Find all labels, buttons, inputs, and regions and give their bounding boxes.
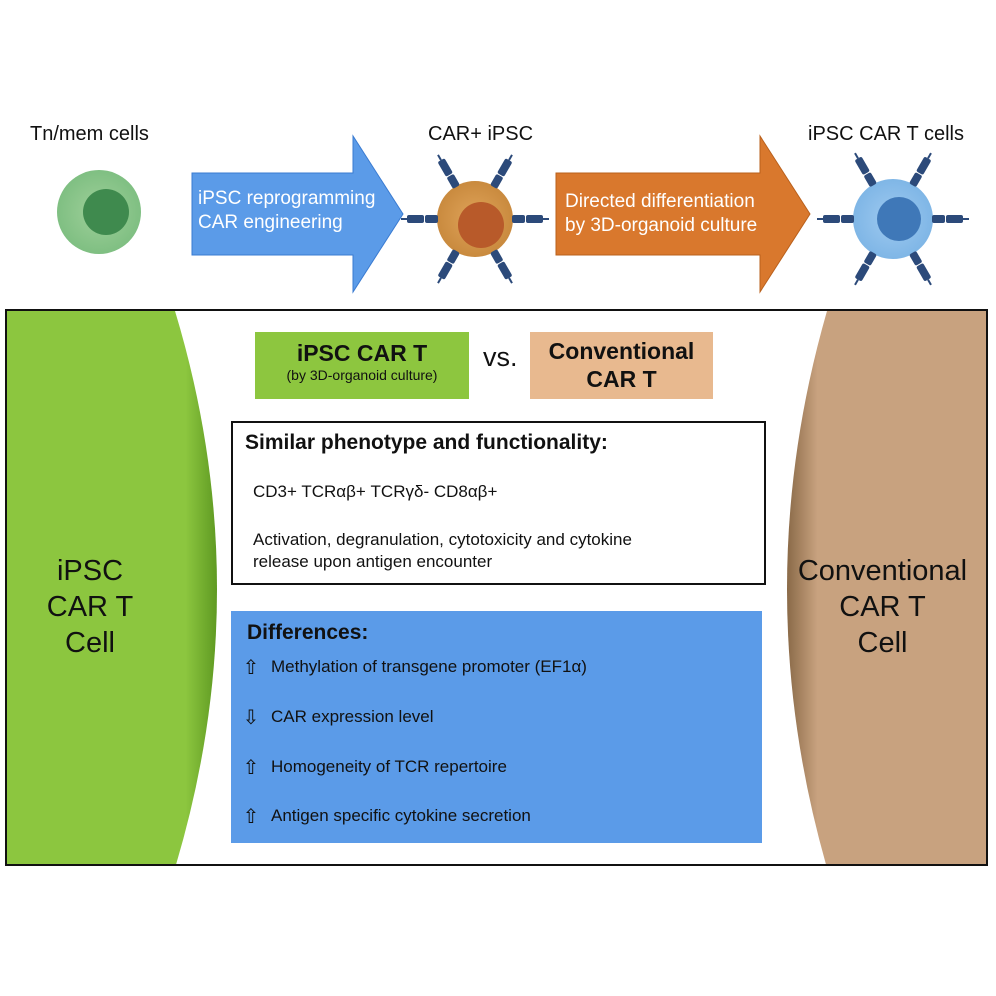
- panel-side-shapes: [7, 311, 986, 864]
- side-left-line-1: iPSC: [56, 555, 124, 587]
- reprogramming-line-1: iPSC reprogramming: [198, 188, 376, 209]
- ipsc-car-t-legend-title: iPSC CAR T: [296, 340, 428, 366]
- difference-text: CAR expression level: [271, 707, 434, 726]
- side-right-line-2: CAR T: [839, 591, 926, 623]
- similar-phenotype-box: Similar phenotype and functionality: CD3…: [231, 421, 766, 585]
- functionality-line-1: Activation, degranulation, cytotoxicity …: [253, 530, 632, 549]
- conventional-legend-line-2: CAR T: [586, 366, 657, 392]
- side-right-line-1: Conventional: [797, 555, 968, 587]
- difference-text: Methylation of transgene promoter (EF1α): [271, 657, 587, 676]
- difference-item: ⇧ Antigen specific cytokine secretion: [231, 804, 531, 828]
- up-arrow-icon: ⇧: [242, 655, 260, 679]
- difference-item: ⇧ Homogeneity of TCR repertoire: [231, 755, 507, 779]
- differentiation-arrow: [555, 134, 811, 294]
- comparison-panel: [5, 309, 988, 866]
- vs-label: vs.: [483, 342, 518, 372]
- ipsc-car-t-legend: iPSC CAR T (by 3D-organoid culture): [255, 332, 469, 399]
- similar-title: Similar phenotype and functionality:: [245, 431, 608, 454]
- ipsc-car-t-cell-icon: [816, 150, 970, 288]
- functionality-line-2: release upon antigen encounter: [253, 552, 493, 571]
- conventional-car-t-side-label: Conventional CAR T Cell: [790, 553, 975, 661]
- side-left-line-3: Cell: [65, 627, 115, 659]
- differentiation-line-1: Directed differentiation: [565, 191, 755, 212]
- functionality-text: Activation, degranulation, cytotoxicity …: [253, 529, 632, 573]
- difference-text: Homogeneity of TCR repertoire: [271, 757, 507, 776]
- ipsc-car-t-side-label: iPSC CAR T Cell: [25, 553, 155, 661]
- phenotype-markers: CD3+ TCRαβ+ TCRγδ- CD8αβ+: [253, 482, 498, 501]
- differentiation-arrow-text: Directed differentiation by 3D-organoid …: [565, 190, 757, 238]
- tn-mem-cell-icon: [57, 170, 141, 254]
- ipsc-car-t-cells-label: iPSC CAR T cells: [808, 123, 964, 145]
- conventional-legend-line-1: Conventional: [548, 338, 695, 364]
- difference-item: ⇩ CAR expression level: [231, 705, 434, 729]
- ipsc-cell-shape: [7, 311, 217, 864]
- conventional-car-t-legend: Conventional CAR T: [530, 332, 713, 399]
- car-ipsc-label: CAR+ iPSC: [428, 123, 534, 145]
- differences-title: Differences:: [247, 621, 369, 644]
- car-ipsc-cell-icon: [400, 151, 550, 287]
- tn-mem-cells-label: Tn/mem cells: [30, 123, 149, 145]
- up-arrow-icon: ⇧: [242, 755, 260, 779]
- conventional-cell-shape: [787, 311, 986, 864]
- up-arrow-icon: ⇧: [242, 804, 260, 828]
- differentiation-line-2: by 3D-organoid culture: [565, 215, 758, 236]
- flow-graphics: [57, 134, 970, 294]
- reprogramming-arrow: [191, 134, 404, 294]
- difference-item: ⇧ Methylation of transgene promoter (EF1…: [231, 655, 587, 679]
- side-left-line-2: CAR T: [46, 591, 134, 623]
- reprogramming-line-2: CAR engineering: [198, 212, 343, 233]
- reprogramming-arrow-text: iPSC reprogramming CAR engineering: [198, 187, 375, 235]
- ipsc-car-t-legend-subtitle: (by 3D-organoid culture): [286, 367, 438, 383]
- difference-text: Antigen specific cytokine secretion: [271, 806, 531, 825]
- differences-box: Differences: ⇧ Methylation of transgene …: [231, 611, 762, 843]
- side-right-line-3: Cell: [857, 627, 908, 659]
- down-arrow-icon: ⇩: [242, 705, 260, 729]
